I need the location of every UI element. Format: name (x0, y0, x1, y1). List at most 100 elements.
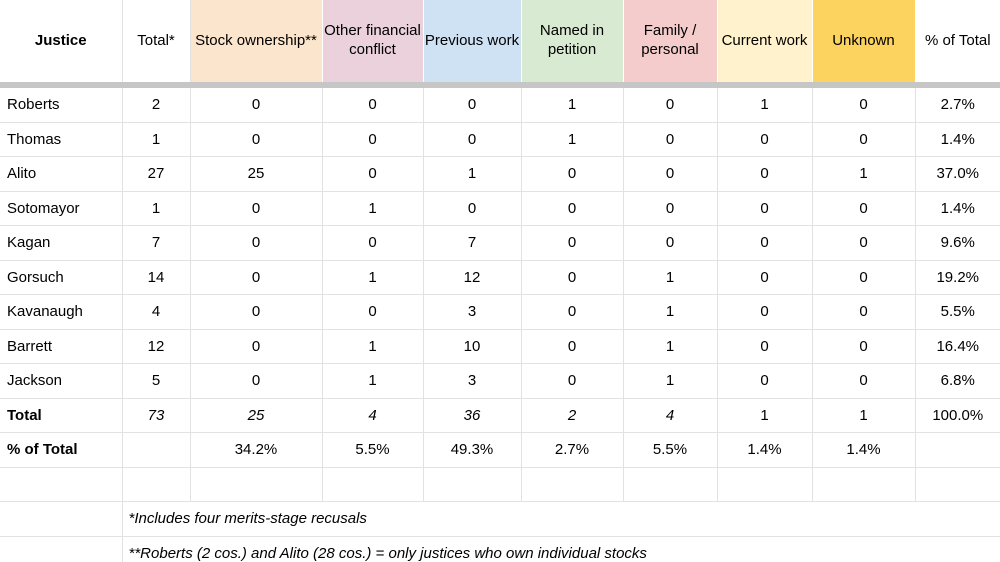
value-cell[interactable]: 3 (423, 294, 522, 330)
value-cell[interactable]: 1.4% (915, 122, 1000, 157)
value-cell[interactable]: 0 (190, 122, 323, 157)
value-cell[interactable]: 1 (521, 122, 624, 157)
value-cell[interactable]: 0 (623, 88, 718, 123)
empty-cell[interactable] (190, 467, 323, 502)
percent-value-cell[interactable]: 5.5% (322, 432, 424, 468)
column-header-cell[interactable]: % of Total (915, 0, 1000, 82)
value-cell[interactable]: 0 (717, 329, 813, 364)
column-header-cell[interactable]: Current work (717, 0, 813, 82)
value-cell[interactable]: 1 (812, 156, 916, 192)
total-value-cell[interactable]: 73 (122, 398, 191, 433)
total-value-cell[interactable]: 100.0% (915, 398, 1000, 433)
empty-cell[interactable] (0, 467, 123, 502)
value-cell[interactable]: 25 (190, 156, 323, 192)
value-cell[interactable]: 0 (812, 88, 916, 123)
value-cell[interactable]: 0 (812, 363, 916, 399)
total-value-cell[interactable]: 4 (623, 398, 718, 433)
value-cell[interactable]: 5 (122, 363, 191, 399)
value-cell[interactable]: 1 (521, 88, 624, 123)
empty-cell[interactable] (423, 467, 522, 502)
value-cell[interactable]: 0 (521, 363, 624, 399)
value-cell[interactable]: 0 (623, 225, 718, 261)
value-cell[interactable]: 1 (122, 122, 191, 157)
value-cell[interactable]: 0 (190, 225, 323, 261)
empty-cell[interactable] (812, 467, 916, 502)
percent-value-cell[interactable]: 2.7% (521, 432, 624, 468)
total-label-cell[interactable]: Total (0, 398, 123, 433)
value-cell[interactable]: 0 (717, 225, 813, 261)
percent-value-cell[interactable]: 5.5% (623, 432, 718, 468)
value-cell[interactable]: 0 (717, 363, 813, 399)
value-cell[interactable]: 2 (122, 88, 191, 123)
column-header-cell[interactable]: Family / personal (623, 0, 718, 82)
value-cell[interactable]: 0 (812, 260, 916, 295)
value-cell[interactable]: 0 (190, 260, 323, 295)
footnote-spacer-cell[interactable] (0, 536, 123, 562)
empty-cell[interactable] (521, 467, 624, 502)
value-cell[interactable]: 4 (122, 294, 191, 330)
value-cell[interactable]: 0 (521, 225, 624, 261)
value-cell[interactable]: 27 (122, 156, 191, 192)
footnote-spacer-cell[interactable] (0, 501, 123, 537)
justice-name-cell[interactable]: Kagan (0, 225, 123, 261)
value-cell[interactable]: 2.7% (915, 88, 1000, 123)
justice-name-cell[interactable]: Kavanaugh (0, 294, 123, 330)
empty-cell[interactable] (915, 467, 1000, 502)
value-cell[interactable]: 0 (521, 329, 624, 364)
value-cell[interactable]: 14 (122, 260, 191, 295)
value-cell[interactable]: 0 (717, 260, 813, 295)
total-value-cell[interactable]: 4 (322, 398, 424, 433)
value-cell[interactable]: 16.4% (915, 329, 1000, 364)
value-cell[interactable]: 0 (717, 191, 813, 226)
value-cell[interactable]: 7 (423, 225, 522, 261)
value-cell[interactable]: 1 (623, 294, 718, 330)
value-cell[interactable]: 1 (322, 191, 424, 226)
percent-value-cell[interactable] (122, 432, 191, 468)
value-cell[interactable]: 0 (322, 156, 424, 192)
value-cell[interactable]: 0 (322, 88, 424, 123)
value-cell[interactable]: 1 (423, 156, 522, 192)
value-cell[interactable]: 0 (423, 88, 522, 123)
percent-value-cell[interactable]: 1.4% (812, 432, 916, 468)
justice-name-cell[interactable]: Alito (0, 156, 123, 192)
column-header-cell[interactable]: Previous work (423, 0, 522, 82)
total-value-cell[interactable]: 25 (190, 398, 323, 433)
value-cell[interactable]: 0 (717, 122, 813, 157)
total-value-cell[interactable]: 1 (717, 398, 813, 433)
total-value-cell[interactable]: 2 (521, 398, 624, 433)
value-cell[interactable]: 0 (812, 191, 916, 226)
value-cell[interactable]: 0 (322, 122, 424, 157)
value-cell[interactable]: 1 (322, 363, 424, 399)
value-cell[interactable]: 0 (812, 122, 916, 157)
column-header-cell[interactable]: Justice (0, 0, 123, 82)
value-cell[interactable]: 1 (623, 363, 718, 399)
value-cell[interactable]: 0 (521, 260, 624, 295)
value-cell[interactable]: 0 (190, 191, 323, 226)
empty-cell[interactable] (322, 467, 424, 502)
justice-name-cell[interactable]: Barrett (0, 329, 123, 364)
value-cell[interactable]: 12 (423, 260, 522, 295)
value-cell[interactable]: 0 (812, 329, 916, 364)
value-cell[interactable]: 0 (717, 294, 813, 330)
empty-cell[interactable] (122, 467, 191, 502)
value-cell[interactable]: 0 (322, 294, 424, 330)
percent-value-cell[interactable]: 1.4% (717, 432, 813, 468)
value-cell[interactable]: 0 (623, 191, 718, 226)
value-cell[interactable]: 1 (322, 260, 424, 295)
value-cell[interactable]: 7 (122, 225, 191, 261)
value-cell[interactable]: 12 (122, 329, 191, 364)
value-cell[interactable]: 0 (190, 294, 323, 330)
empty-cell[interactable] (623, 467, 718, 502)
value-cell[interactable]: 3 (423, 363, 522, 399)
column-header-cell[interactable]: Total* (122, 0, 191, 82)
value-cell[interactable]: 1 (122, 191, 191, 226)
value-cell[interactable]: 9.6% (915, 225, 1000, 261)
percent-value-cell[interactable]: 49.3% (423, 432, 522, 468)
value-cell[interactable]: 0 (812, 225, 916, 261)
percent-label-cell[interactable]: % of Total (0, 432, 123, 468)
total-value-cell[interactable]: 36 (423, 398, 522, 433)
column-header-cell[interactable]: Stock ownership** (190, 0, 323, 82)
column-header-cell[interactable]: Unknown (812, 0, 916, 82)
empty-cell[interactable] (717, 467, 813, 502)
value-cell[interactable]: 10 (423, 329, 522, 364)
